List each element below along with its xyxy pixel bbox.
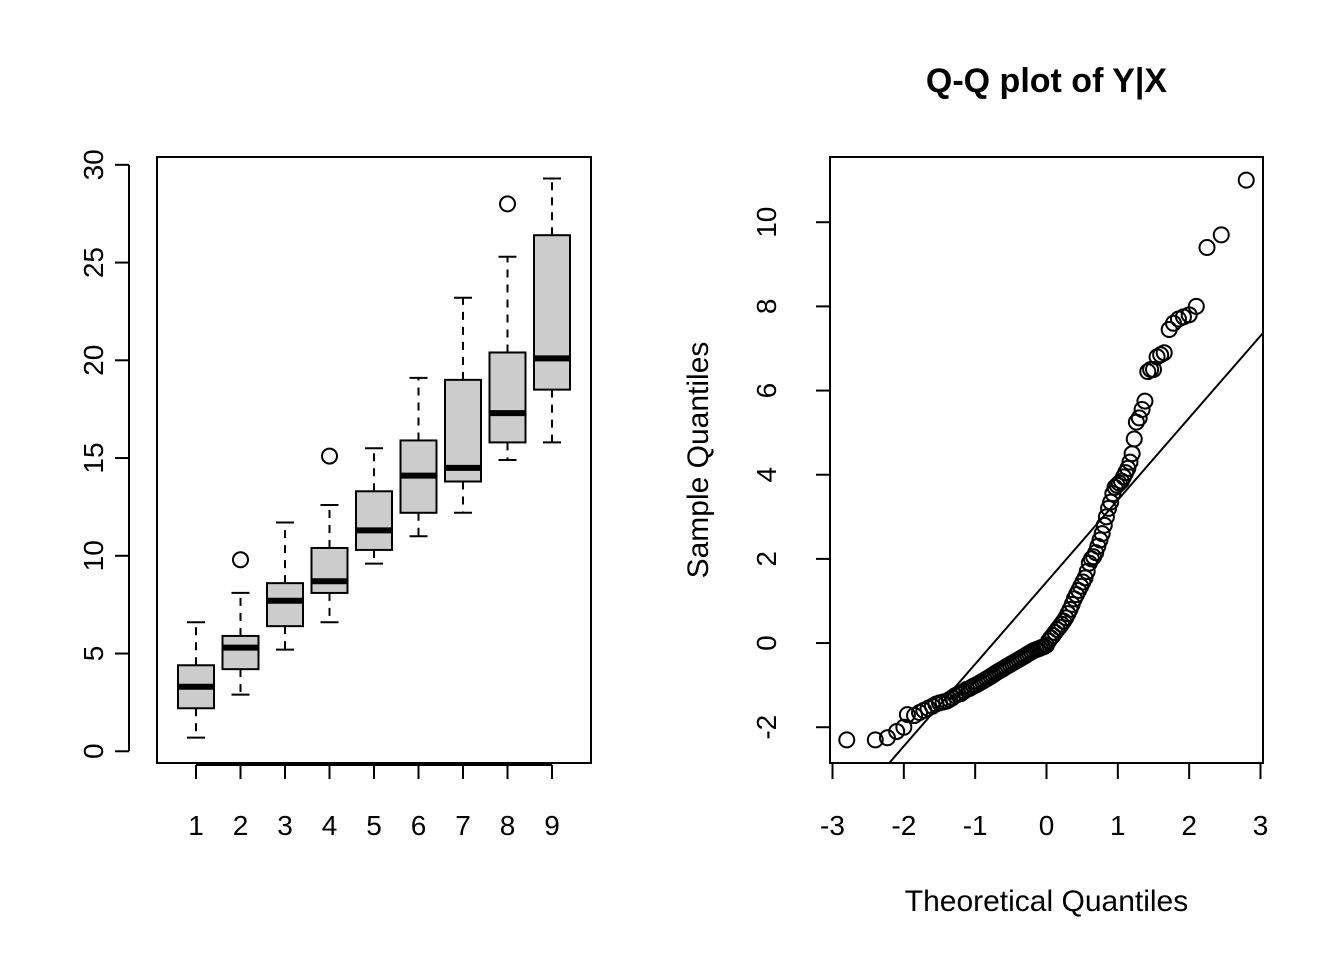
boxplot-boxes [177,177,571,739]
qq-point [895,718,913,736]
qq-plot-title: Q-Q plot of Y|X [926,62,1168,100]
boxplot-box-5 [355,447,393,565]
qq-x-tick-label: -1 [963,810,988,841]
qq-point [1198,238,1216,256]
qq-x-axis-title: Theoretical Quantiles [905,885,1188,918]
boxplot-outlier [321,447,338,465]
boxplot-iqr-box [266,582,304,628]
boxplot-y-tick-label: 5 [78,646,109,662]
boxplot-x-tick-label: 2 [233,810,249,841]
boxplot-x-tick-label: 9 [544,810,560,841]
boxplot-x-tick-label: 4 [322,810,338,841]
qq-y-tick-label: -2 [751,715,782,740]
boxplot-box-3 [266,521,304,651]
qq-y-tick-label: 0 [751,635,782,651]
qq-points [838,171,1255,749]
qq-x-axis: -3 -2 -1 0 1 2 3 [820,762,1269,841]
qq-y-axis: -2 0 2 4 6 8 10 [751,207,831,740]
boxplot-x-tick-label: 5 [366,810,382,841]
qq-point [1130,409,1148,427]
boxplot-box-4 [310,447,349,624]
qq-point [1136,392,1154,410]
boxplot-outlier [232,551,249,569]
qq-point [866,731,884,749]
qq-x-tick-label: 0 [1039,810,1055,841]
qq-y-tick-label: 8 [751,299,782,315]
qq-panel: Q-Q plot of Y|X -2 0 2 4 6 8 10 -3 -2 -1 0 1 2 3 The… [682,62,1268,918]
boxplot-iqr-box [221,634,260,671]
boxplot-box-9 [533,177,571,444]
qq-point [898,706,916,724]
qq-point [1095,516,1113,534]
qq-point [1123,445,1141,463]
boxplot-box-6 [399,376,438,538]
qq-x-tick-label: 2 [1181,810,1197,841]
qq-y-tick-label: 2 [751,551,782,567]
boxplot-x-tick-label: 3 [277,810,293,841]
qq-point [1237,171,1255,189]
qq-x-tick-label: 3 [1253,810,1269,841]
qq-point [1187,297,1205,315]
qq-point [1152,346,1170,364]
boxplot-x-tick-label: 6 [411,810,427,841]
boxplot-iqr-box [355,490,393,551]
qq-y-axis-title: Sample Quantiles [682,342,715,579]
qq-y-tick-label: 4 [751,467,782,483]
qq-x-tick-label: 1 [1110,810,1126,841]
boxplot-x-tick-label: 8 [500,810,516,841]
qq-point [1212,226,1230,244]
qq-x-tick-label: -3 [820,810,845,841]
qq-y-tick-label: 10 [751,207,782,238]
qq-point [1125,430,1143,448]
qq-point [1145,361,1162,379]
boxplot-box-8 [488,195,527,461]
boxplot-iqr-box [488,351,527,444]
qq-frame [829,156,1264,764]
qq-point [1093,525,1111,543]
boxplot-frame [156,156,592,764]
qq-y-tick-label: 6 [751,383,782,399]
boxplot-box-7 [444,296,482,514]
boxplot-y-tick-label: 30 [78,149,109,180]
boxplot-y-tick-label: 20 [78,345,109,376]
boxplot-outlier [499,195,516,213]
boxplot-iqr-box [310,546,349,594]
boxplot-iqr-box [444,378,482,483]
qq-x-tick-label: -2 [891,810,916,841]
boxplot-y-tick-label: 15 [78,442,109,473]
boxplot-box-2 [221,551,260,696]
boxplot-box-1 [177,621,215,739]
boxplot-x-tick-label: 1 [188,810,204,841]
boxplot-y-tick-label: 25 [78,247,109,278]
boxplot-iqr-box [533,234,571,391]
qq-point [838,731,856,749]
qq-point [1133,401,1151,418]
boxplot-y-tick-label: 10 [78,540,109,571]
boxplot-x-tick-label: 7 [455,810,471,841]
qq-point [1121,453,1139,471]
boxplot-y-tick-label: 0 [78,743,109,759]
qq-point [1155,344,1173,362]
boxplot-y-axis: 0 5 10 15 20 25 30 [78,149,130,759]
